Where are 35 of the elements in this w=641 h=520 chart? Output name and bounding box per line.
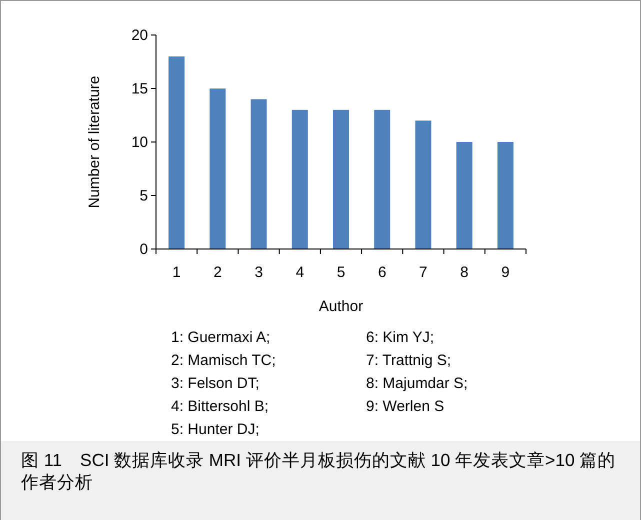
text: 图 11 SCI 数据库收录 MRI 评价半月板损伤的文献 10 年发表文章>10 篇的作者分析 bbox=[1, 441, 640, 520]
y-tick-label: 20 bbox=[131, 27, 148, 44]
y-tick-label: 15 bbox=[131, 80, 148, 98]
bar bbox=[497, 142, 514, 249]
x-tick-label: 8 bbox=[460, 264, 469, 281]
bar bbox=[210, 88, 226, 249]
text: 3: Felson DT; bbox=[171, 375, 260, 392]
bar bbox=[374, 110, 390, 249]
bar bbox=[250, 99, 267, 249]
text: 7: Trattnig S; bbox=[366, 352, 452, 369]
y-tick-label: 5 bbox=[140, 188, 148, 204]
x-tick-label: 6 bbox=[378, 264, 386, 281]
x-tick-label: 1 bbox=[172, 264, 181, 281]
x-axis-title: Author bbox=[318, 298, 364, 315]
bar bbox=[333, 110, 349, 249]
bar bbox=[456, 142, 472, 249]
text: 6: Kim YJ; bbox=[366, 329, 434, 346]
y-tick-label: 0 bbox=[140, 241, 148, 258]
x-tick-label: 3 bbox=[254, 264, 263, 281]
x-tick-label: 9 bbox=[501, 264, 510, 281]
x-tick-label: 4 bbox=[296, 264, 304, 281]
bar bbox=[415, 120, 432, 249]
text: 2: Mamisch TC; bbox=[171, 352, 276, 369]
y-tick-label: 10 bbox=[131, 134, 148, 151]
bar bbox=[168, 56, 185, 249]
text: 9: Werlen S bbox=[366, 398, 444, 415]
bar bbox=[292, 110, 308, 249]
text: 4: Bittersohl B; bbox=[171, 398, 269, 415]
text: 1: Guermaxi A; bbox=[171, 329, 270, 346]
x-tick-label: 7 bbox=[419, 264, 428, 281]
y-axis-title: Number of literature bbox=[86, 76, 103, 208]
x-tick-label: 5 bbox=[336, 264, 346, 281]
text: 5: Hunter DJ; bbox=[171, 421, 260, 438]
x-tick-label: 2 bbox=[213, 264, 222, 281]
text: 8: Majumdar S; bbox=[366, 375, 468, 392]
